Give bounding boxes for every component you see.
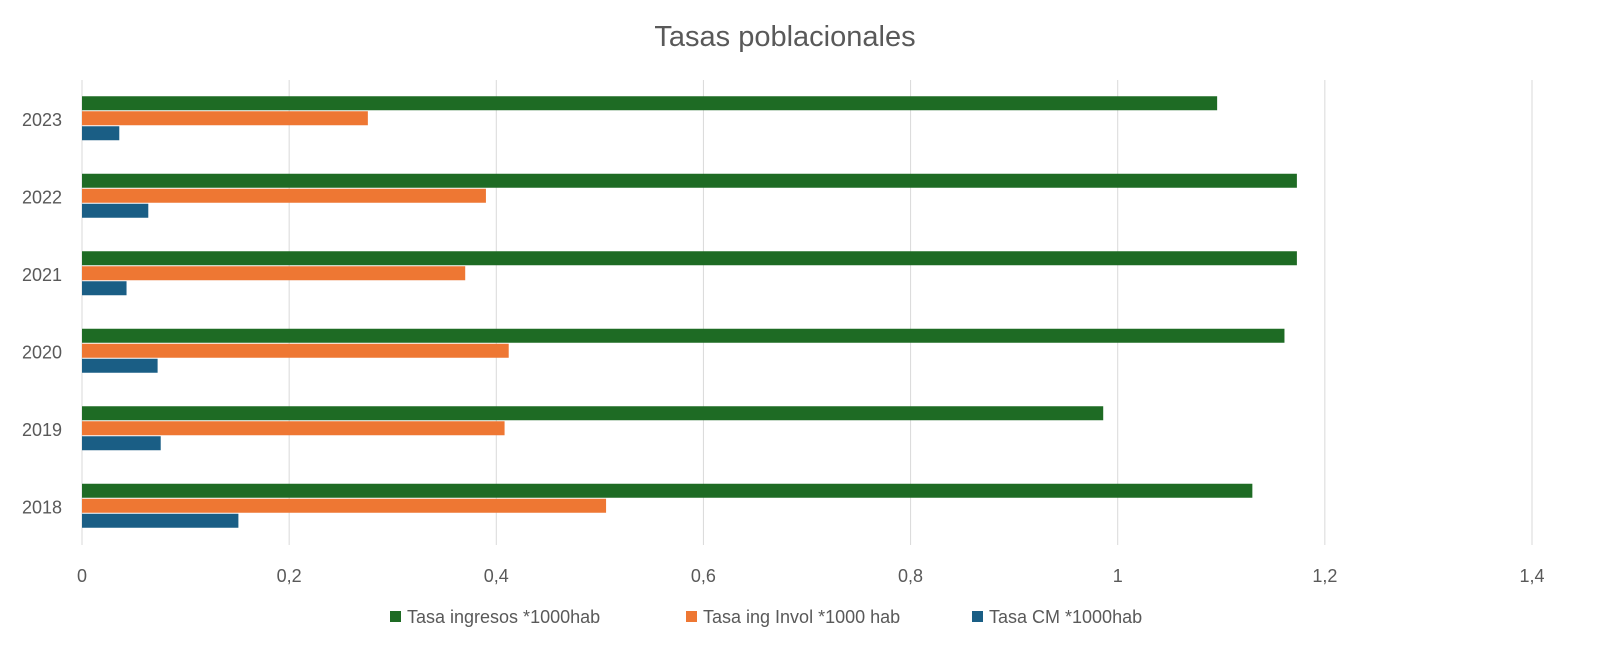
- legend-label: Tasa CM *1000hab: [989, 607, 1142, 627]
- y-axis-ticks: 2018 2019 2020 2021 2022 2023: [22, 110, 62, 518]
- legend-swatch: [686, 611, 697, 622]
- legend: Tasa ingresos *1000hab Tasa ing Invol *10…: [390, 607, 1142, 627]
- bar-2019-series-0: [82, 406, 1104, 421]
- x-tick-label: 0,6: [691, 566, 716, 586]
- x-tick-label: 1: [1113, 566, 1123, 586]
- bar-2018-series-2: [82, 513, 239, 528]
- legend-swatch: [972, 611, 983, 622]
- bar-2023-series-1: [82, 111, 368, 126]
- x-tick-label: 0: [77, 566, 87, 586]
- x-tick-label: 1,2: [1312, 566, 1337, 586]
- bar-2022-series-0: [82, 173, 1297, 188]
- legend-swatch: [390, 611, 401, 622]
- bar-2019-series-2: [82, 436, 161, 451]
- bar-2023-series-0: [82, 96, 1218, 111]
- x-tick-label: 0,4: [484, 566, 509, 586]
- y-tick-label: 2022: [22, 187, 62, 207]
- x-tick-label: 1,4: [1519, 566, 1544, 586]
- bar-2018-series-0: [82, 483, 1253, 498]
- y-tick-label: 2020: [22, 342, 62, 362]
- x-axis-ticks: 0 0,2 0,4 0,6 0,8 1 1,2 1,4: [77, 566, 1545, 586]
- y-tick-label: 2023: [22, 110, 62, 130]
- bar-2021-series-0: [82, 251, 1297, 266]
- legend-label: Tasa ingresos *1000hab: [407, 607, 600, 627]
- gridlines: [81, 80, 1533, 545]
- bar-2022-series-2: [82, 203, 149, 218]
- y-tick-label: 2019: [22, 420, 62, 440]
- x-tick-label: 0,2: [277, 566, 302, 586]
- bars: [82, 96, 1297, 528]
- bar-2019-series-1: [82, 421, 505, 436]
- y-tick-label: 2018: [22, 497, 62, 517]
- bar-2020-series-0: [82, 328, 1285, 343]
- bar-2020-series-1: [82, 343, 509, 358]
- bar-2021-series-1: [82, 266, 466, 281]
- bar-2023-series-2: [82, 126, 120, 141]
- bar-2022-series-1: [82, 188, 486, 203]
- x-tick-label: 0,8: [898, 566, 923, 586]
- chart-title: Tasas poblacionales: [654, 21, 915, 53]
- bar-2018-series-1: [82, 498, 607, 513]
- bar-2021-series-2: [82, 281, 127, 296]
- y-tick-label: 2021: [22, 265, 62, 285]
- legend-label: Tasa ing Invol *1000 hab: [703, 607, 900, 627]
- bar-2020-series-2: [82, 358, 158, 373]
